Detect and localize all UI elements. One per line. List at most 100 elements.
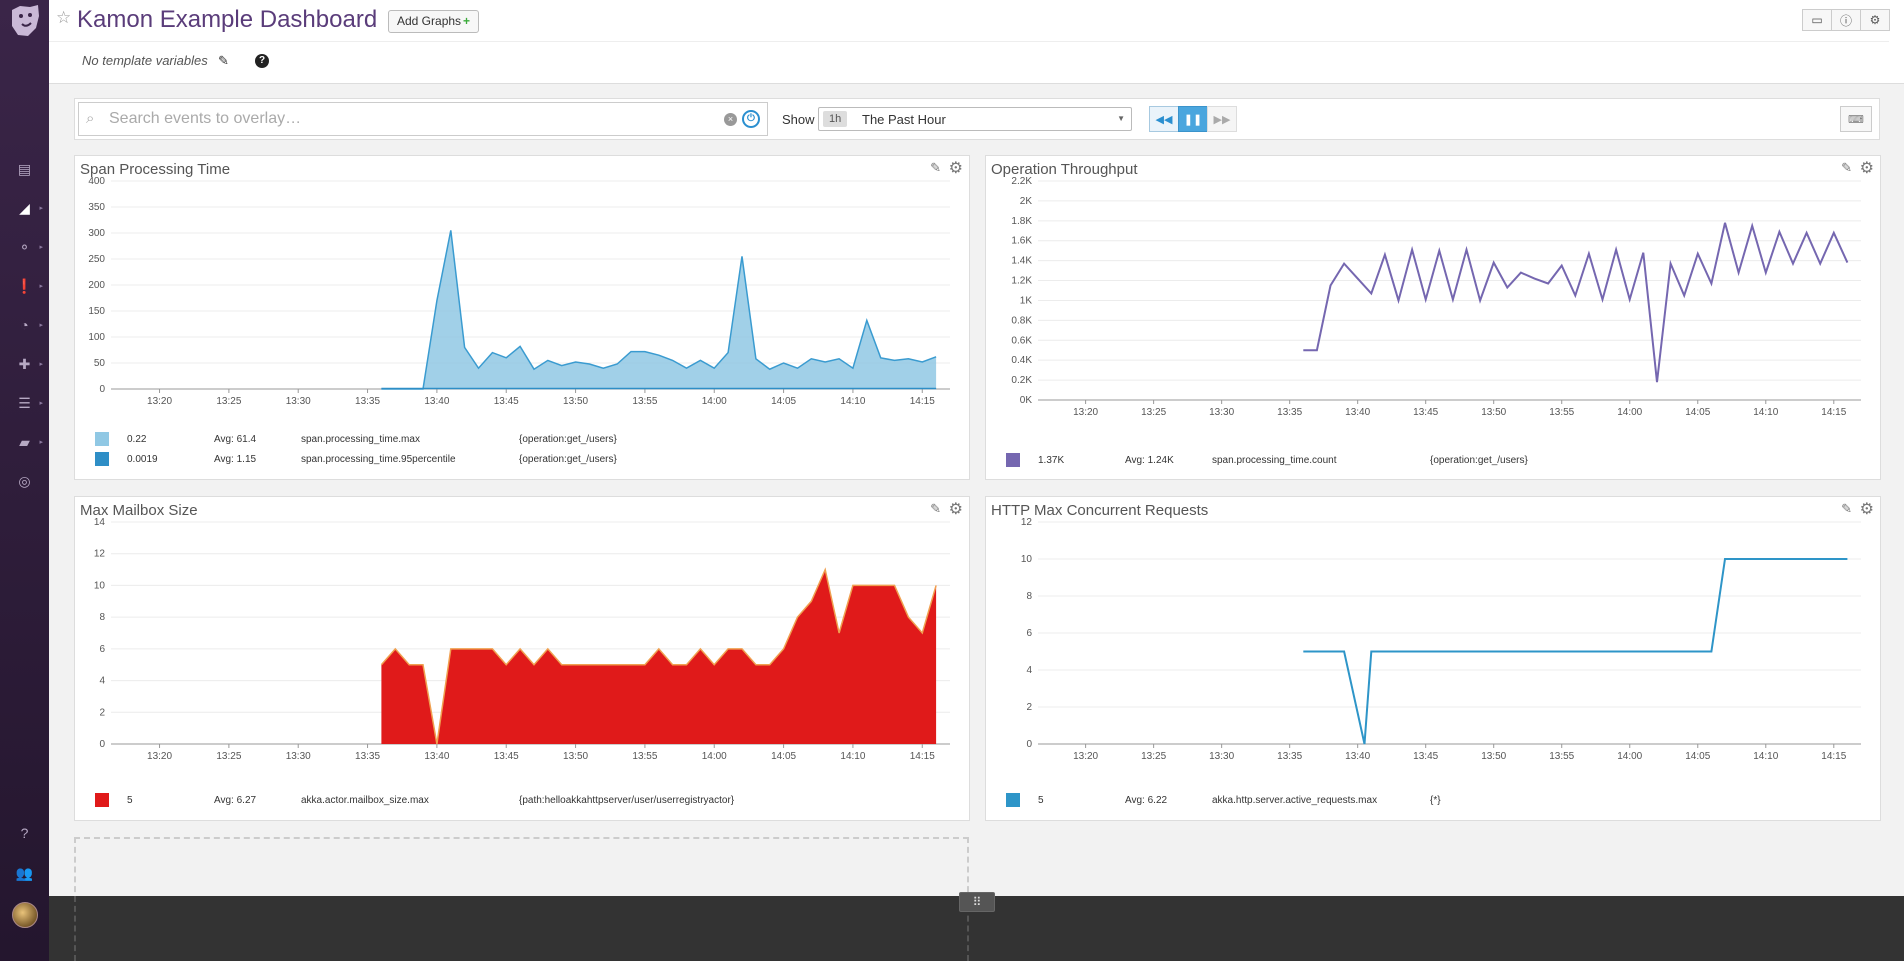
fast-forward-icon[interactable]: ▶▶ xyxy=(1207,106,1237,132)
x-tick-label: 14:15 xyxy=(910,751,935,762)
star-icon[interactable]: ☆ xyxy=(56,8,72,27)
timeframe-label: The Past Hour xyxy=(862,112,946,127)
x-tick-label: 14:10 xyxy=(840,751,865,762)
y-tick-label: 2 xyxy=(99,707,105,718)
y-tick-label: 8 xyxy=(1026,591,1032,602)
nav-team-icon[interactable]: 👥 xyxy=(15,864,34,881)
nav-help-icon[interactable]: ? xyxy=(20,825,29,841)
chart-legend: 5 Avg: 6.27 akka.actor.mailbox_size.max … xyxy=(75,791,969,811)
user-avatar[interactable] xyxy=(12,902,38,928)
gear-icon[interactable]: ⚙ xyxy=(1860,9,1890,31)
legend-value: 0.22 xyxy=(127,434,147,445)
y-tick-label: 0 xyxy=(99,384,105,395)
y-tick-label: 6 xyxy=(1026,628,1032,639)
event-search-input[interactable] xyxy=(109,107,709,131)
nav-logs-icon[interactable]: ☰ ▸ xyxy=(18,394,43,411)
series-area[interactable] xyxy=(381,569,937,744)
playback-controls: ◀◀ ❚❚ ▶▶ xyxy=(1149,106,1237,132)
drag-handle-icon[interactable]: ⠿ xyxy=(959,892,995,912)
gear-icon[interactable]: ⚙ xyxy=(948,160,963,177)
datadog-logo-icon[interactable] xyxy=(6,2,44,40)
nav-integrations-icon[interactable]: ✚ ▸ xyxy=(18,355,43,372)
series-area[interactable] xyxy=(381,230,937,389)
timeframe-select[interactable]: 1h The Past Hour ▼ xyxy=(818,107,1132,131)
nav-apm-icon[interactable]: ◔ ▸ xyxy=(20,317,43,333)
legend-scope: {operation:get_/users} xyxy=(1430,455,1528,466)
info-icon[interactable]: ⓘ xyxy=(1831,9,1861,31)
bottom-panel: ⠿ xyxy=(49,892,1904,961)
x-tick-label: 14:15 xyxy=(1821,407,1846,418)
add-graphs-button[interactable]: Add Graphs + xyxy=(388,10,480,33)
nav-monitors-icon[interactable]: ❗ ▸ xyxy=(15,277,43,294)
x-tick-label: 13:20 xyxy=(1073,407,1098,418)
widget-title: Operation Throughput xyxy=(991,161,1138,178)
y-tick-label: 1K xyxy=(1020,295,1033,306)
rewind-icon[interactable]: ◀◀ xyxy=(1149,106,1179,132)
clear-icon[interactable]: × xyxy=(724,113,737,126)
x-tick-label: 13:20 xyxy=(147,396,172,407)
widget-title: HTTP Max Concurrent Requests xyxy=(991,502,1209,519)
x-tick-label: 13:45 xyxy=(1413,751,1438,762)
legend-row: 0.0019 Avg: 1.15 span.processing_time.95… xyxy=(75,450,969,470)
divider xyxy=(967,896,969,961)
nav-dashboards-icon[interactable]: ◢ ▸ xyxy=(19,199,43,216)
x-tick-label: 13:55 xyxy=(1549,407,1574,418)
nav-notebooks-icon[interactable]: ▰ ▸ xyxy=(19,433,43,450)
side-navigation: ▤ ◢ ▸ ⚬ ▸ ❗ ▸ ◔ ▸ ✚ ▸ ☰ ▸ ▰ ▸ ◎ ? 👥 xyxy=(0,0,49,961)
pencil-icon[interactable]: ✎ xyxy=(1841,501,1852,516)
series-line[interactable] xyxy=(381,230,937,390)
gear-icon[interactable]: ⚙ xyxy=(1859,160,1874,177)
pause-icon[interactable]: ❚❚ xyxy=(1178,106,1208,132)
y-tick-label: 12 xyxy=(94,549,106,560)
help-icon[interactable]: ? xyxy=(255,54,269,68)
chart-svg: 0 2 4 6 8 10 12 13:20 13:25 13:30 13:35 13:40 13:45 1… xyxy=(1021,517,1861,762)
y-tick-label: 14 xyxy=(94,517,106,528)
x-tick-label: 14:10 xyxy=(1753,407,1778,418)
y-tick-label: 4 xyxy=(1026,665,1032,676)
divider xyxy=(49,41,1889,42)
x-tick-label: 13:45 xyxy=(1413,407,1438,418)
x-tick-label: 13:35 xyxy=(1277,751,1302,762)
legend-swatch xyxy=(95,432,109,446)
chart-svg: 0K 0.2K 0.4K 0.6K 0.8K 1K 1.2K 1.4K 1.6K 1.8K 2K 2.… xyxy=(1011,176,1861,418)
x-tick-label: 13:45 xyxy=(494,396,519,407)
y-tick-label: 400 xyxy=(88,176,105,187)
legend-metric: akka.actor.mailbox_size.max xyxy=(301,795,429,806)
header-toolbar: ▭ ⓘ ⚙ xyxy=(1802,9,1890,31)
pencil-icon[interactable]: ✎ xyxy=(930,160,941,175)
gear-icon[interactable]: ⚙ xyxy=(1859,501,1874,518)
nav-infrastructure-icon[interactable]: ⚬ ▸ xyxy=(18,238,43,255)
x-tick-label: 13:50 xyxy=(1481,751,1506,762)
x-tick-label: 13:25 xyxy=(216,396,241,407)
keyboard-icon[interactable]: ⌨ xyxy=(1840,106,1872,132)
nav-synthetics-icon[interactable]: ◎ xyxy=(18,472,31,489)
pencil-icon[interactable]: ✎ xyxy=(218,53,229,68)
y-tick-label: 2.2K xyxy=(1011,176,1032,187)
tv-mode-icon[interactable]: ▭ xyxy=(1802,9,1832,31)
y-tick-label: 0K xyxy=(1020,395,1033,406)
legend-swatch xyxy=(95,793,109,807)
pencil-icon[interactable]: ✎ xyxy=(1841,160,1852,175)
series-line[interactable] xyxy=(380,567,937,745)
x-tick-label: 14:00 xyxy=(1617,751,1642,762)
legend-metric: span.processing_time.count xyxy=(1212,455,1337,466)
legend-row: 1.37K Avg: 1.24K span.processing_time.co… xyxy=(986,451,1880,471)
nav-dashboards-list-icon[interactable]: ▤ xyxy=(17,160,32,177)
x-tick-label: 13:20 xyxy=(147,751,172,762)
series-line[interactable] xyxy=(1303,222,1849,383)
page-title[interactable]: Kamon Example Dashboard xyxy=(77,6,378,33)
legend-value: 1.37K xyxy=(1038,455,1065,466)
x-tick-label: 14:15 xyxy=(910,396,935,407)
widget-title: Span Processing Time xyxy=(80,161,231,178)
y-tick-label: 150 xyxy=(88,306,105,317)
x-tick-label: 13:55 xyxy=(632,396,657,407)
legend-row: 5 Avg: 6.22 akka.http.server.active_requ… xyxy=(986,791,1880,811)
power-icon[interactable]: ⏻ xyxy=(742,110,760,128)
y-tick-label: 1.6K xyxy=(1011,236,1032,247)
series-line[interactable] xyxy=(1303,558,1848,745)
pencil-icon[interactable]: ✎ xyxy=(930,501,941,516)
legend-swatch xyxy=(1006,793,1020,807)
gear-icon[interactable]: ⚙ xyxy=(948,501,963,518)
x-tick-label: 13:40 xyxy=(1345,751,1370,762)
y-tick-label: 0.8K xyxy=(1011,315,1032,326)
